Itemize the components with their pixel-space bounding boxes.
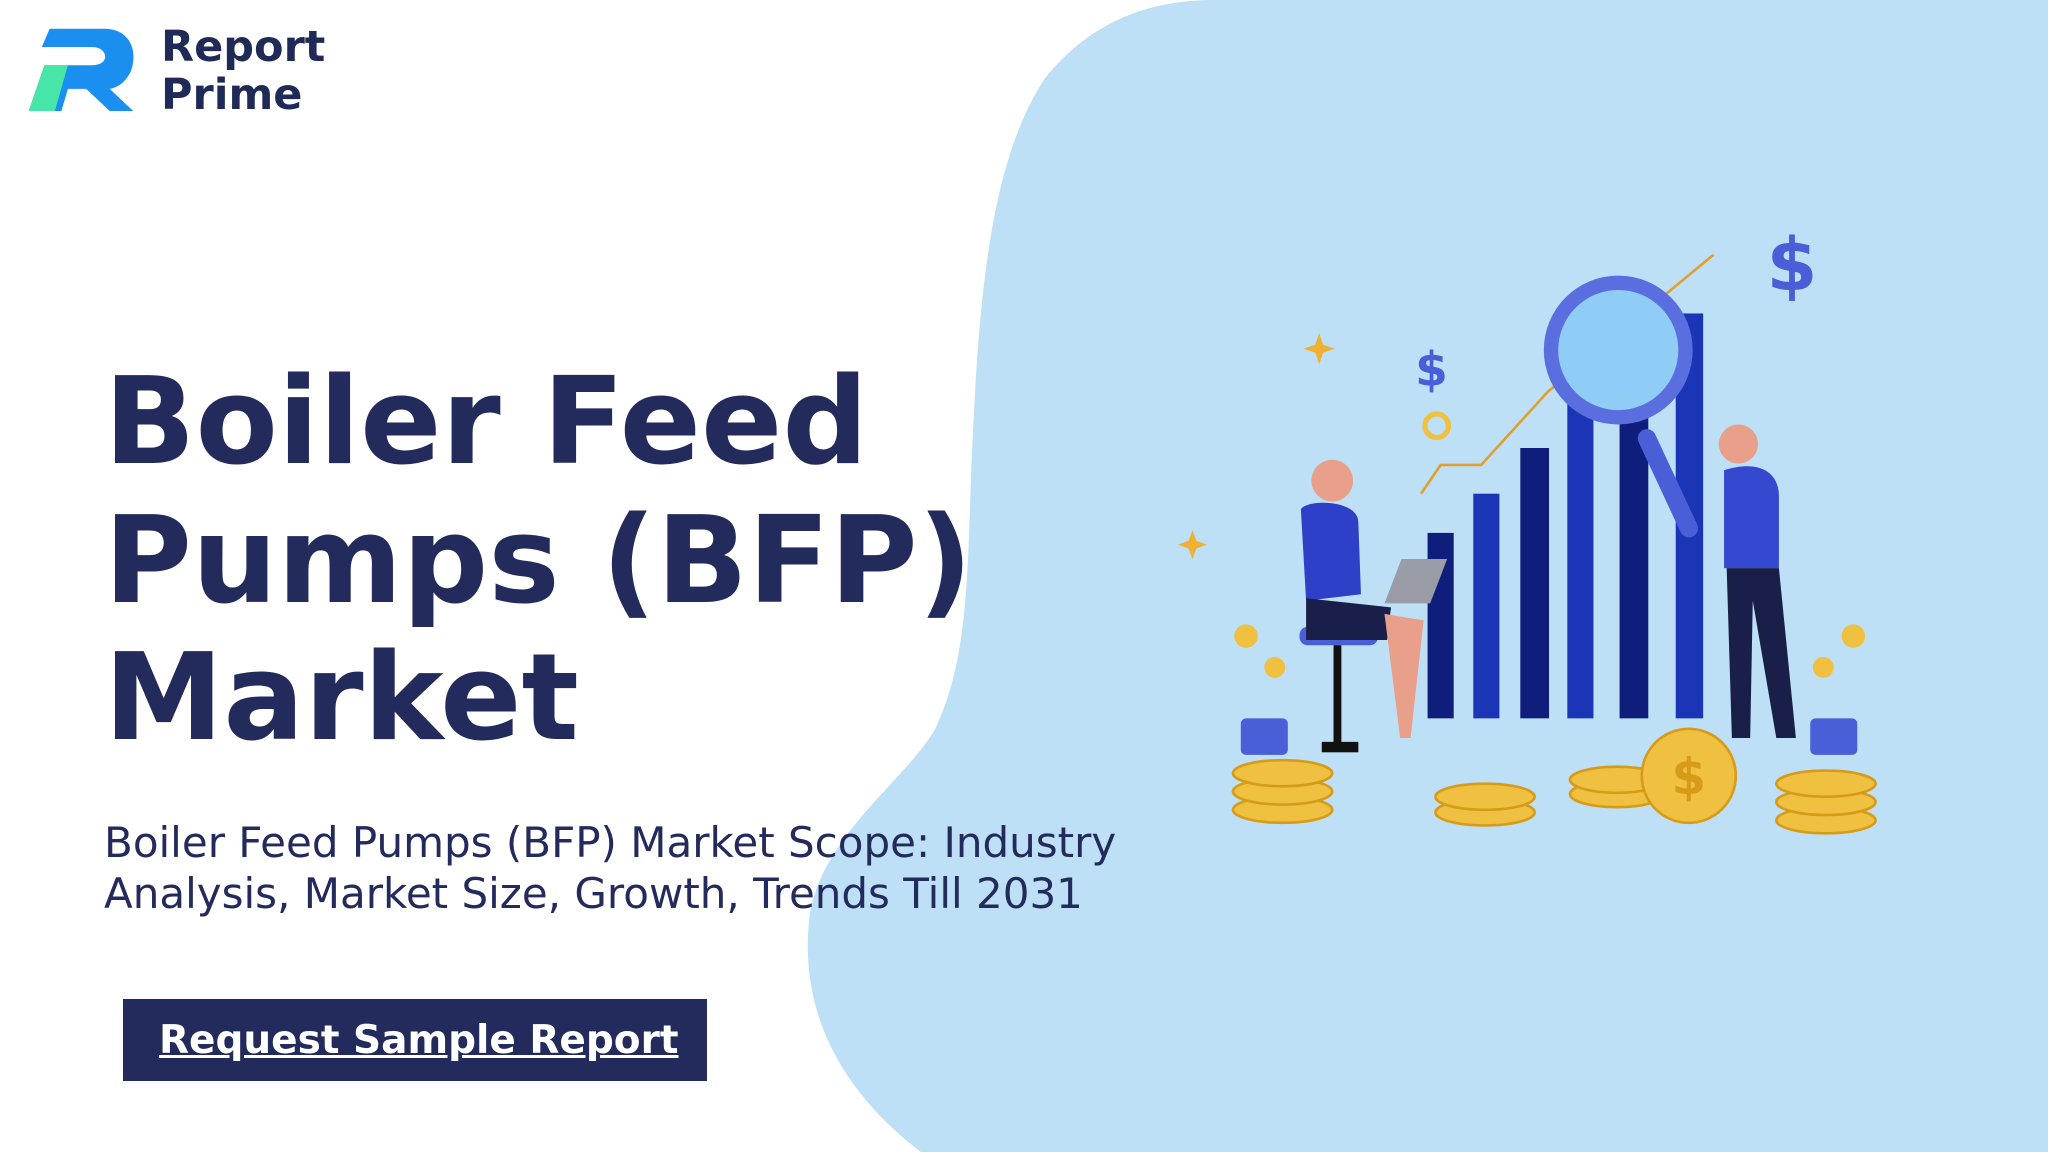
subtitle-line: Boiler Feed Pumps (BFP) Market Scope: In… xyxy=(104,818,1117,867)
title-line: Pumps (BFP) xyxy=(104,492,973,631)
logo-icon xyxy=(28,28,134,112)
svg-text:$: $ xyxy=(1767,223,1818,308)
subtitle-line: Analysis, Market Size, Growth, Trends Ti… xyxy=(104,869,1083,918)
title-line: Boiler Feed xyxy=(104,353,869,492)
illustration: $ $ xyxy=(1178,223,1877,835)
button-label[interactable]: Request Sample Report xyxy=(159,1017,679,1063)
svg-text:$: $ xyxy=(1415,342,1448,397)
svg-text:$: $ xyxy=(1672,748,1707,806)
logo-text: Report xyxy=(161,22,326,72)
title-line: Market xyxy=(104,629,579,768)
request-button[interactable]: Request Sample Report xyxy=(123,999,707,1081)
logo-text: Prime xyxy=(161,70,303,120)
